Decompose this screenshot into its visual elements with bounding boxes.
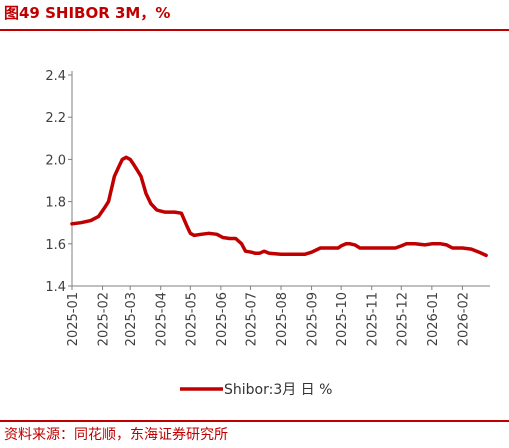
x-axis-ticks: 2025-01 2025-02 2025-03 2025-04 2025-05 2025-…	[66, 286, 471, 346]
data-point	[235, 237, 237, 240]
data-point	[189, 232, 191, 234]
data-point	[90, 220, 92, 222]
data-point	[371, 247, 373, 249]
legend: Shibor:3月 日 %	[180, 382, 332, 398]
data-point	[150, 203, 152, 205]
data-point	[167, 211, 169, 213]
data-point	[132, 163, 134, 165]
data-point	[254, 252, 256, 254]
data-point	[337, 247, 339, 249]
x-tick-label: 2025-01	[66, 292, 81, 346]
data-point	[451, 247, 454, 249]
data-point	[113, 175, 115, 177]
data-point	[258, 252, 260, 254]
data-point	[193, 234, 195, 236]
data-point	[222, 236, 224, 239]
data-point	[160, 210, 162, 212]
data-point	[200, 233, 202, 235]
data-point	[250, 251, 252, 253]
x-tick-label: 2025-03	[124, 292, 139, 346]
x-tick-label: 2025-05	[184, 292, 199, 346]
data-point	[180, 212, 182, 214]
data-point	[394, 247, 396, 249]
data-point	[136, 169, 138, 171]
data-point	[414, 243, 416, 245]
x-tick-label: 2025-11	[366, 292, 381, 346]
data-point	[121, 158, 123, 160]
y-tick-label: 1.4	[45, 280, 66, 295]
data-point	[173, 211, 176, 213]
data-point	[80, 222, 82, 224]
data-point	[129, 158, 131, 160]
data-point	[268, 252, 270, 254]
series-lines	[70, 155, 488, 258]
series-line	[70, 155, 488, 258]
y-tick-label: 1.6	[45, 238, 66, 253]
data-point	[103, 207, 106, 209]
source-note: 资料来源：同花顺，东海证券研究所	[4, 427, 228, 443]
x-tick-label: 2026-02	[456, 292, 471, 346]
data-point	[340, 245, 342, 247]
data-point	[241, 243, 243, 245]
data-point	[329, 247, 331, 249]
data-point	[186, 226, 188, 228]
data-point	[208, 232, 210, 234]
data-point	[461, 247, 463, 249]
footer-divider	[0, 420, 509, 422]
title-divider	[0, 29, 509, 31]
data-point	[244, 250, 247, 252]
data-point	[118, 165, 120, 167]
data-point	[354, 244, 356, 246]
legend-label: Shibor:3月 日 %	[224, 382, 332, 398]
data-point	[431, 243, 433, 245]
data-point	[359, 247, 361, 249]
data-point	[294, 253, 296, 255]
data-point	[424, 244, 426, 246]
x-tick-label: 2025-02	[97, 292, 112, 346]
x-tick-label: 2025-08	[275, 292, 290, 346]
data-point	[145, 192, 147, 194]
data-point	[485, 254, 487, 256]
data-point	[345, 243, 347, 245]
y-tick-label: 2.0	[45, 153, 66, 168]
y-tick-label: 1.8	[45, 196, 66, 211]
data-point	[405, 243, 407, 245]
data-point	[400, 245, 402, 247]
data-point	[478, 251, 480, 253]
data-point	[216, 233, 218, 235]
data-point	[440, 243, 442, 245]
data-point	[319, 247, 321, 249]
figure-title: 图49 SHIBOR 3M，%	[4, 4, 171, 22]
data-point	[229, 237, 231, 240]
data-point	[125, 156, 127, 158]
x-tick-label: 2026-01	[426, 292, 441, 346]
data-point	[98, 215, 100, 217]
data-point	[156, 209, 158, 211]
data-point	[384, 247, 387, 249]
x-tick-label: 2025-12	[395, 292, 410, 346]
line-chart: 1.4 1.6 1.8 2.0 2.2 2.4 2025-01 2025-02 2025-03…	[45, 69, 490, 398]
data-point	[107, 201, 110, 203]
data-point	[71, 223, 73, 225]
x-tick-label: 2025-09	[306, 292, 321, 346]
x-tick-label: 2025-06	[215, 292, 230, 346]
data-point	[164, 211, 166, 213]
y-tick-label: 2.4	[45, 69, 66, 84]
x-tick-label: 2025-04	[155, 292, 170, 346]
data-point	[446, 244, 448, 246]
y-tick-label: 2.2	[45, 111, 66, 126]
data-point	[304, 253, 306, 255]
data-point	[470, 248, 472, 250]
data-point	[263, 250, 265, 252]
data-point	[140, 175, 142, 177]
data-point	[280, 253, 282, 255]
y-axis-ticks: 1.4 1.6 1.8 2.0 2.2 2.4	[45, 69, 72, 295]
data-point	[349, 243, 351, 245]
data-point	[311, 251, 313, 253]
x-tick-label: 2025-07	[244, 292, 259, 346]
x-tick-label: 2025-10	[335, 292, 350, 346]
